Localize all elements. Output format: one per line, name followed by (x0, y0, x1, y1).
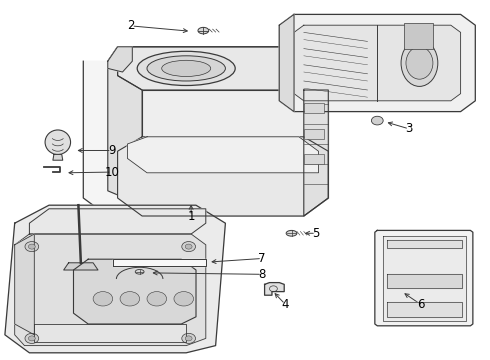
Ellipse shape (162, 60, 211, 77)
Polygon shape (279, 14, 475, 112)
Polygon shape (387, 240, 462, 248)
Text: 3: 3 (405, 122, 413, 135)
Text: 4: 4 (281, 298, 289, 311)
Circle shape (25, 242, 39, 252)
Circle shape (371, 116, 383, 125)
Ellipse shape (137, 51, 235, 85)
Bar (304, 129, 324, 139)
Text: 9: 9 (108, 144, 116, 157)
Ellipse shape (401, 40, 438, 86)
Polygon shape (113, 259, 206, 266)
Polygon shape (74, 259, 196, 324)
Polygon shape (383, 236, 466, 321)
Polygon shape (387, 274, 462, 288)
Circle shape (182, 242, 196, 252)
Bar (404, 23, 433, 49)
Ellipse shape (45, 130, 71, 154)
Text: 2: 2 (127, 19, 135, 32)
Polygon shape (108, 47, 132, 72)
Polygon shape (118, 47, 328, 90)
Polygon shape (294, 25, 461, 101)
Circle shape (182, 333, 196, 343)
Ellipse shape (135, 269, 144, 274)
Ellipse shape (147, 56, 225, 81)
Polygon shape (279, 14, 294, 112)
Polygon shape (53, 154, 63, 160)
Polygon shape (118, 137, 328, 216)
Circle shape (174, 292, 194, 306)
Polygon shape (108, 47, 142, 205)
Text: 1: 1 (187, 210, 195, 222)
Polygon shape (29, 209, 206, 234)
Circle shape (28, 244, 35, 249)
Polygon shape (304, 90, 328, 216)
Polygon shape (387, 302, 462, 317)
Bar (304, 103, 324, 113)
Ellipse shape (406, 47, 433, 79)
Polygon shape (83, 47, 328, 216)
Polygon shape (127, 137, 318, 173)
Ellipse shape (286, 230, 297, 236)
Circle shape (28, 336, 35, 341)
Circle shape (120, 292, 140, 306)
Polygon shape (375, 230, 473, 326)
Text: 5: 5 (312, 227, 320, 240)
Circle shape (185, 244, 192, 249)
Text: 6: 6 (416, 298, 424, 311)
Polygon shape (142, 90, 328, 198)
Polygon shape (5, 205, 225, 353)
Text: 8: 8 (258, 268, 266, 281)
Polygon shape (64, 263, 98, 270)
Polygon shape (15, 234, 34, 335)
Polygon shape (15, 234, 206, 346)
Bar (304, 154, 324, 164)
Circle shape (93, 292, 113, 306)
Text: 10: 10 (104, 166, 119, 179)
Circle shape (185, 336, 192, 341)
Text: 7: 7 (258, 252, 266, 265)
Polygon shape (34, 324, 186, 342)
Ellipse shape (198, 27, 209, 34)
Circle shape (147, 292, 167, 306)
Circle shape (25, 333, 39, 343)
Polygon shape (265, 283, 284, 295)
